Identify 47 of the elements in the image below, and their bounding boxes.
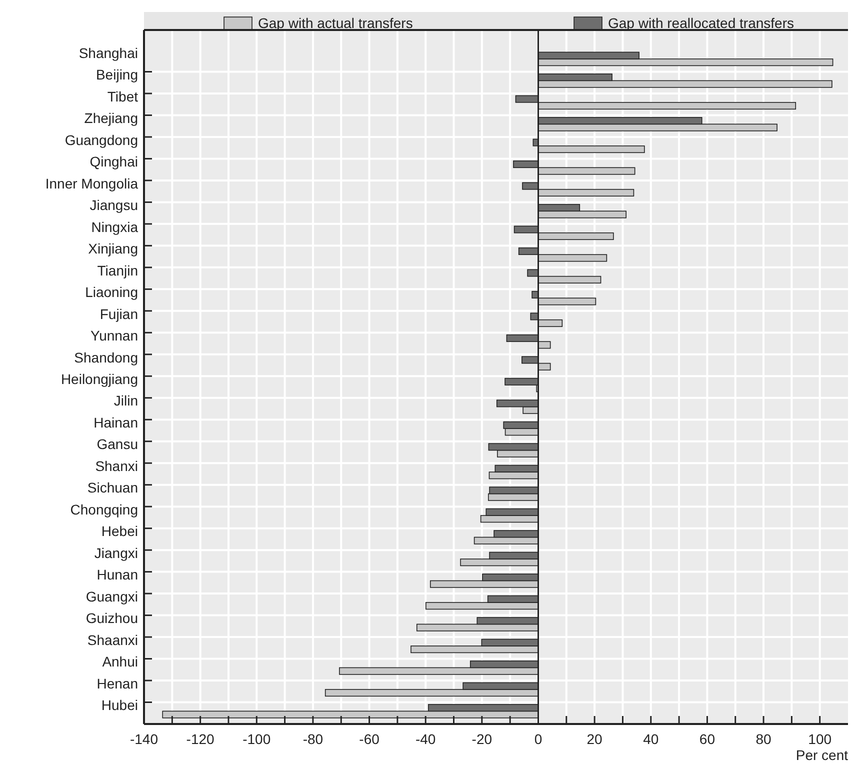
y-tick-label: Liaoning (85, 284, 138, 300)
y-tick-label: Ningxia (91, 218, 138, 235)
y-tick-label: Guizhou (86, 610, 138, 626)
x-tick-label: 60 (699, 731, 716, 747)
y-tick-label: Jilin (114, 392, 138, 409)
y-tick-label: Henan (96, 675, 138, 692)
x-axis-title: Per cent (796, 747, 848, 763)
x-tick-label: -140 (130, 731, 158, 747)
y-tick-label: Xinjiang (88, 240, 138, 257)
legend-label: Gap with actual transfers (258, 15, 413, 31)
y-tick-label: Shandong (74, 349, 138, 366)
y-tick-label: Gansu (96, 436, 138, 452)
y-tick-label: Sichuan (87, 480, 138, 496)
x-tick-label: 20 (586, 731, 603, 747)
y-tick-label: Yunnan (90, 328, 138, 344)
y-tick-label: Shaanxi (87, 632, 138, 648)
x-tick-label: -60 (359, 731, 380, 747)
y-tick-label: Zhejiang (84, 110, 138, 126)
x-tick-label: -40 (415, 731, 436, 747)
y-tick-label: Tianjin (97, 262, 138, 278)
y-tick-label: Guangxi (86, 588, 138, 604)
x-tick-label: -120 (186, 731, 215, 747)
x-tick-label: 40 (643, 731, 659, 747)
y-tick-label: Anhui (102, 654, 138, 670)
y-tick-label: Jiangsu (90, 197, 138, 214)
y-tick-label: Chongqing (70, 501, 138, 518)
y-tick-label: Hunan (96, 566, 138, 583)
y-tick-label: Shanxi (95, 458, 138, 474)
y-tick-label: Inner Mongolia (45, 175, 138, 192)
y-tick-label: Jiangxi (94, 544, 138, 561)
y-tick-label: Fujian (100, 306, 138, 322)
y-tick-label: Tibet (107, 88, 138, 104)
y-tick-label: Guangdong (64, 132, 138, 148)
y-tick-label: Hebei (101, 523, 138, 540)
x-tick-label: -100 (242, 731, 271, 747)
y-tick-label: Hubei (101, 697, 138, 714)
y-tick-label: Heilongjiang (60, 371, 138, 387)
y-tick-label: Beijing (96, 66, 138, 83)
y-tick-label: Shanghai (78, 44, 138, 61)
y-tick-label: Qinghai (90, 154, 138, 170)
x-tick-label: -80 (302, 731, 324, 747)
x-tick-label: -20 (472, 731, 492, 747)
x-tick-label: 100 (808, 731, 832, 747)
legend-label: Gap with reallocated transfers (608, 15, 794, 31)
x-tick-label: 0 (534, 731, 542, 747)
x-tick-label: 80 (756, 731, 772, 747)
y-tick-label: Hainan (94, 414, 138, 430)
